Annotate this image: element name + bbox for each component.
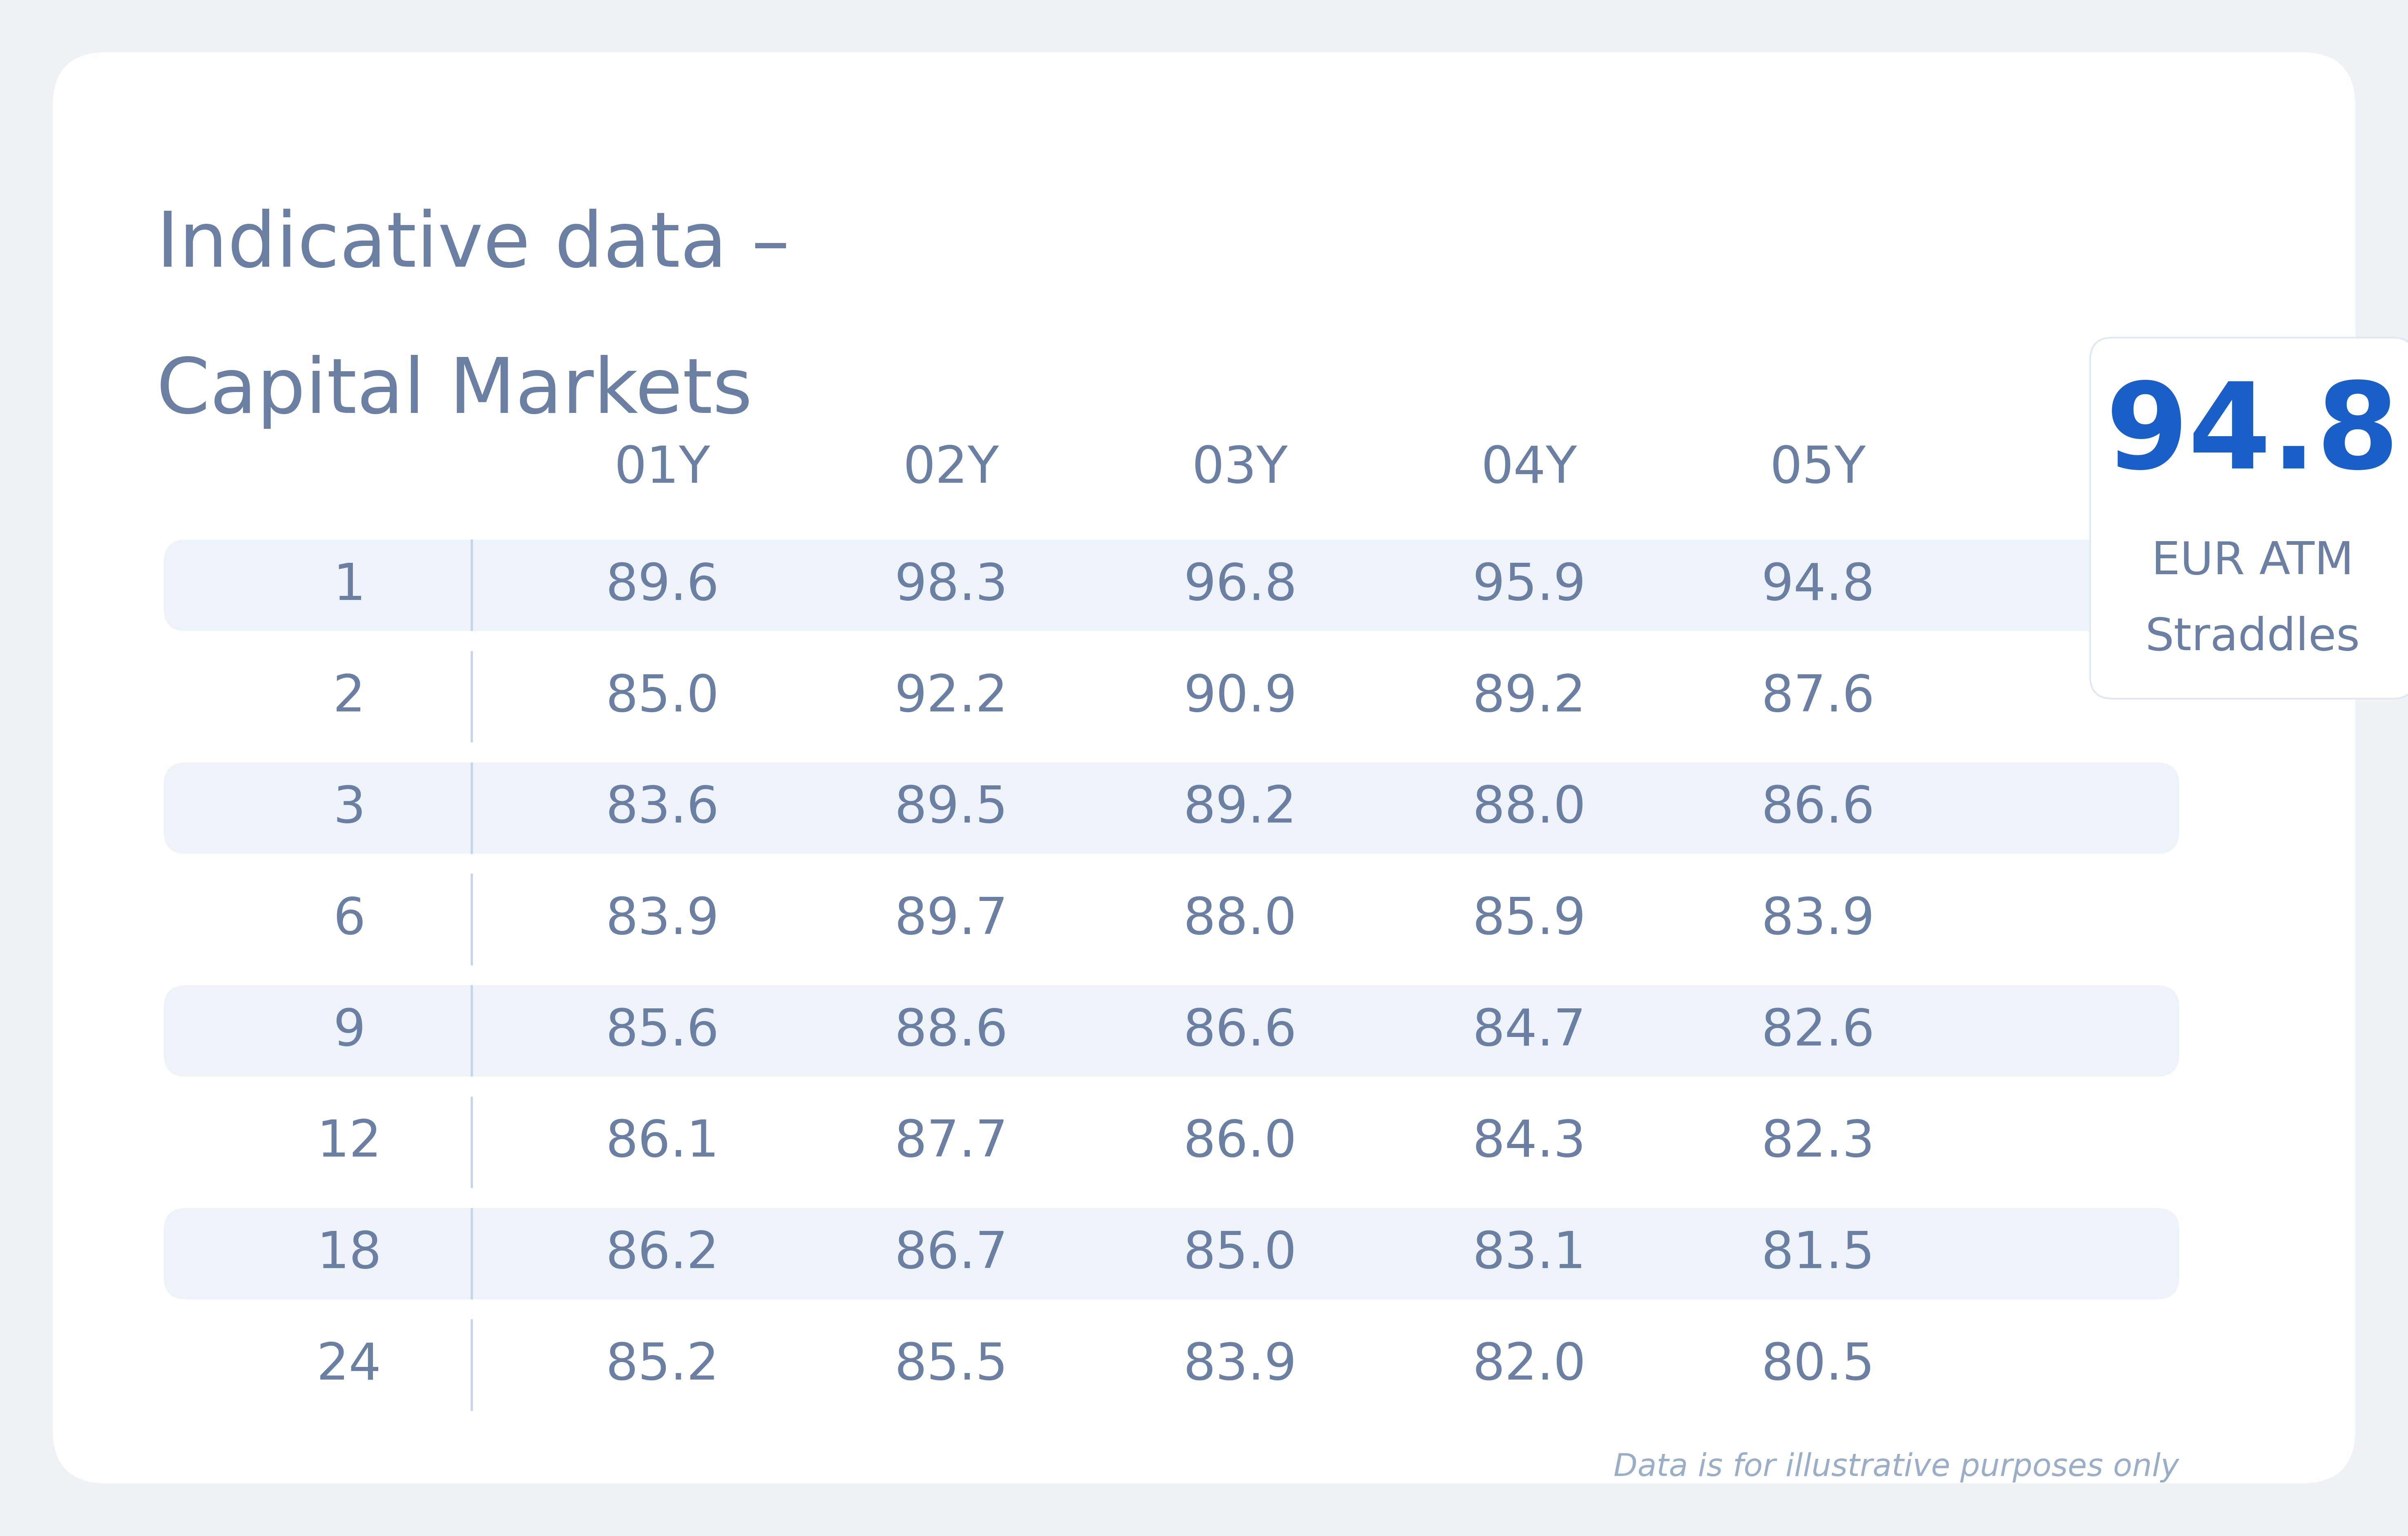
Text: 81.5: 81.5 — [1760, 1229, 1876, 1278]
Text: 83.9: 83.9 — [604, 895, 720, 945]
Text: Indicative data –: Indicative data – — [157, 209, 790, 283]
Text: 96.8: 96.8 — [1182, 561, 1298, 610]
Text: 82.0: 82.0 — [1471, 1341, 1587, 1390]
Text: 05Y: 05Y — [1770, 444, 1866, 493]
Text: 83.6: 83.6 — [604, 783, 720, 833]
Text: 83.9: 83.9 — [1760, 895, 1876, 945]
Text: Straddles: Straddles — [2146, 616, 2360, 659]
Text: 82.6: 82.6 — [1760, 1006, 1876, 1055]
Text: 88.0: 88.0 — [1471, 783, 1587, 833]
Text: 88.0: 88.0 — [1182, 895, 1298, 945]
Text: 89.2: 89.2 — [1182, 783, 1298, 833]
FancyBboxPatch shape — [164, 1209, 2179, 1299]
Text: 04Y: 04Y — [1481, 444, 1577, 493]
Text: 12: 12 — [318, 1118, 380, 1167]
Text: 86.1: 86.1 — [604, 1118, 720, 1167]
Text: 03Y: 03Y — [1192, 444, 1288, 493]
FancyBboxPatch shape — [2090, 338, 2408, 699]
Text: 94.8: 94.8 — [1760, 561, 1876, 610]
Text: 85.2: 85.2 — [604, 1341, 720, 1390]
FancyBboxPatch shape — [164, 986, 2179, 1077]
Text: 85.9: 85.9 — [1471, 895, 1587, 945]
Text: 89.7: 89.7 — [893, 895, 1009, 945]
Text: 3: 3 — [332, 783, 366, 833]
FancyBboxPatch shape — [53, 52, 2355, 1484]
Text: 89.2: 89.2 — [1471, 673, 1587, 722]
Text: 86.6: 86.6 — [1182, 1006, 1298, 1055]
FancyBboxPatch shape — [164, 541, 2179, 631]
Text: 02Y: 02Y — [903, 444, 999, 493]
Text: 6: 6 — [332, 895, 366, 945]
Text: 85.0: 85.0 — [1182, 1229, 1298, 1278]
Text: 24: 24 — [318, 1341, 380, 1390]
Text: 87.6: 87.6 — [1760, 673, 1876, 722]
Text: 90.9: 90.9 — [1182, 673, 1298, 722]
Text: 84.7: 84.7 — [1471, 1006, 1587, 1055]
Text: Capital Markets: Capital Markets — [157, 355, 751, 429]
Text: 86.7: 86.7 — [893, 1229, 1009, 1278]
Text: 95.9: 95.9 — [1471, 561, 1587, 610]
Text: 85.5: 85.5 — [893, 1341, 1009, 1390]
FancyBboxPatch shape — [164, 763, 2179, 854]
Text: 01Y: 01Y — [614, 444, 710, 493]
Text: 18: 18 — [318, 1229, 380, 1278]
Text: 84.3: 84.3 — [1471, 1118, 1587, 1167]
Text: Data is for illustrative purposes only: Data is for illustrative purposes only — [1613, 1452, 2179, 1482]
Text: 86.6: 86.6 — [1760, 783, 1876, 833]
Text: 88.6: 88.6 — [893, 1006, 1009, 1055]
Text: 94.8: 94.8 — [2105, 378, 2401, 493]
Text: 98.3: 98.3 — [893, 561, 1009, 610]
Text: 2: 2 — [332, 673, 366, 722]
Text: 92.2: 92.2 — [893, 673, 1009, 722]
Text: EUR ATM: EUR ATM — [2153, 539, 2353, 584]
Text: 86.2: 86.2 — [604, 1229, 720, 1278]
Text: 89.6: 89.6 — [604, 561, 720, 610]
Text: 1: 1 — [332, 561, 366, 610]
Text: 89.5: 89.5 — [893, 783, 1009, 833]
Text: 85.0: 85.0 — [604, 673, 720, 722]
Text: 86.0: 86.0 — [1182, 1118, 1298, 1167]
Text: 82.3: 82.3 — [1760, 1118, 1876, 1167]
Text: 87.7: 87.7 — [893, 1118, 1009, 1167]
Text: 9: 9 — [332, 1006, 366, 1055]
Text: 80.5: 80.5 — [1760, 1341, 1876, 1390]
Text: 83.9: 83.9 — [1182, 1341, 1298, 1390]
Text: 83.1: 83.1 — [1471, 1229, 1587, 1278]
Text: 85.6: 85.6 — [604, 1006, 720, 1055]
